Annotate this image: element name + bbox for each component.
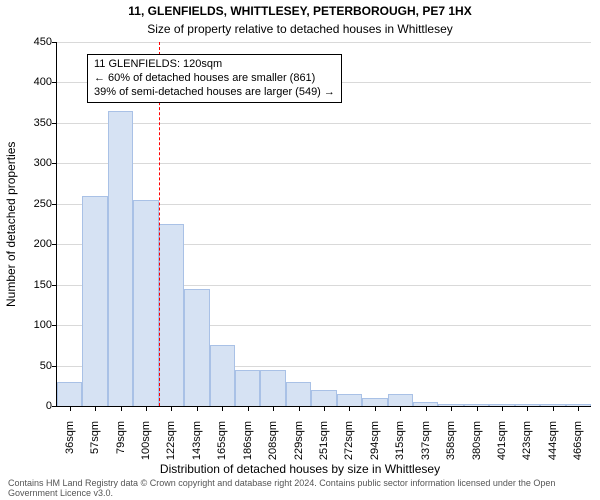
y-tick-label: 300 — [34, 157, 57, 169]
x-tick-label: 57sqm — [89, 416, 101, 454]
x-tick — [248, 406, 249, 411]
x-tick-label: 100sqm — [140, 416, 152, 460]
y-tick-label: 0 — [46, 400, 57, 412]
x-tick-label: 79sqm — [115, 416, 127, 454]
grid-line — [57, 163, 591, 164]
annotation-line: ← 60% of detached houses are smaller (86… — [94, 72, 335, 86]
grid-line — [57, 123, 591, 124]
histogram-bar — [57, 382, 82, 406]
x-axis-label: Distribution of detached houses by size … — [0, 462, 600, 476]
x-tick — [400, 406, 401, 411]
x-tick — [273, 406, 274, 411]
x-tick — [222, 406, 223, 411]
x-tick — [451, 406, 452, 411]
x-tick-label: 251sqm — [318, 416, 330, 460]
x-tick-label: 444sqm — [547, 416, 559, 460]
histogram-bar — [388, 394, 413, 406]
x-tick — [197, 406, 198, 411]
footer-attribution: Contains HM Land Registry data © Crown c… — [8, 478, 592, 498]
x-tick-label: 466sqm — [572, 416, 584, 460]
chart-title-line2: Size of property relative to detached ho… — [0, 22, 600, 36]
annotation-line: 11 GLENFIELDS: 120sqm — [94, 58, 335, 72]
x-tick-label: 36sqm — [64, 416, 76, 454]
x-tick — [349, 406, 350, 411]
x-tick-label: 122sqm — [165, 416, 177, 460]
x-tick — [171, 406, 172, 411]
histogram-bar — [82, 196, 107, 406]
annotation-line: 39% of semi-detached houses are larger (… — [94, 86, 335, 100]
x-tick — [299, 406, 300, 411]
x-tick-label: 358sqm — [445, 416, 457, 460]
x-tick — [477, 406, 478, 411]
x-tick — [324, 406, 325, 411]
histogram-bar — [362, 398, 387, 406]
chart-title-line1: 11, GLENFIELDS, WHITTLESEY, PETERBOROUGH… — [0, 4, 600, 18]
x-tick — [146, 406, 147, 411]
x-tick-label: 272sqm — [343, 416, 355, 460]
histogram-bar — [184, 289, 209, 406]
histogram-bar — [108, 111, 133, 406]
histogram-bar — [210, 345, 235, 406]
x-tick — [375, 406, 376, 411]
x-tick-label: 337sqm — [420, 416, 432, 460]
histogram-bar — [311, 390, 336, 406]
x-tick-label: 229sqm — [293, 416, 305, 460]
x-tick-label: 294sqm — [369, 416, 381, 460]
y-tick-label: 250 — [34, 198, 57, 210]
y-tick-label: 350 — [34, 117, 57, 129]
x-tick — [553, 406, 554, 411]
x-tick-label: 165sqm — [216, 416, 228, 460]
histogram-bar — [286, 382, 311, 406]
x-tick — [70, 406, 71, 411]
y-tick-label: 150 — [34, 279, 57, 291]
x-tick-label: 208sqm — [267, 416, 279, 460]
y-axis-label: Number of detached properties — [4, 141, 18, 306]
x-tick — [95, 406, 96, 411]
x-tick — [426, 406, 427, 411]
y-tick-label: 450 — [34, 36, 57, 48]
x-tick-label: 401sqm — [496, 416, 508, 460]
histogram-bar — [260, 370, 285, 406]
histogram-bar — [235, 370, 260, 406]
annotation-box: 11 GLENFIELDS: 120sqm← 60% of detached h… — [87, 54, 342, 103]
histogram-bar — [337, 394, 362, 406]
y-tick-label: 200 — [34, 238, 57, 250]
plot-area: 05010015020025030035040045036sqm57sqm79s… — [56, 42, 591, 407]
histogram-bar — [159, 224, 184, 406]
y-tick-label: 400 — [34, 76, 57, 88]
y-tick-label: 50 — [40, 360, 57, 372]
x-tick — [527, 406, 528, 411]
y-tick-label: 100 — [34, 319, 57, 331]
grid-line — [57, 42, 591, 43]
x-tick-label: 423sqm — [521, 416, 533, 460]
x-tick — [578, 406, 579, 411]
x-tick — [121, 406, 122, 411]
x-tick-label: 186sqm — [242, 416, 254, 460]
x-tick-label: 380sqm — [471, 416, 483, 460]
x-tick — [502, 406, 503, 411]
x-tick-label: 315sqm — [394, 416, 406, 460]
x-tick-label: 143sqm — [191, 416, 203, 460]
histogram-bar — [133, 200, 158, 406]
